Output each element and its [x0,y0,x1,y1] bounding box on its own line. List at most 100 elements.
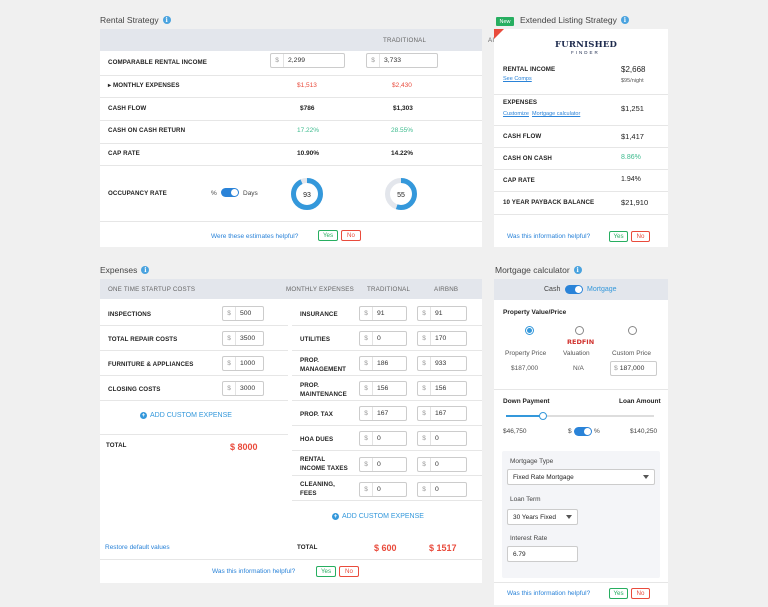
yes-button[interactable]: Yes [318,230,338,241]
table-row[interactable] [100,76,482,98]
airbnb-income-input[interactable]: $ 3,733 [366,53,438,68]
loan-term-select[interactable]: 30 Years Fixed [507,509,578,525]
monthly-expenses-toggle[interactable]: ▸ MONTHLY EXPENSES [108,82,180,89]
dollar-prefix: $ [360,357,373,370]
down-payment-unit-toggle[interactable] [574,427,592,436]
monthly-total-airbnb: $ 1517 [429,543,457,553]
table-header [100,29,482,51]
monthly-label: PROP. TAX [300,411,333,418]
cleaning-traditional-input[interactable]: $0 [359,482,407,497]
closing-costs-input[interactable]: $3000 [222,381,264,396]
table-row [100,98,482,121]
property-value-title: Property Value/Price [503,309,567,316]
input-value: 186 [377,360,389,367]
repair-costs-input[interactable]: $3500 [222,331,264,346]
traditional-income-input[interactable]: $ 2,299 [270,53,345,68]
utilities-traditional-input[interactable]: $0 [359,331,407,346]
custom-price-radio[interactable] [628,326,637,335]
airbnb-income-value: 3,733 [384,57,402,64]
cleaning-airbnb-input[interactable]: $0 [417,482,467,497]
custom-price-label: Custom Price [612,350,652,357]
see-comps-link[interactable]: See Comps [503,76,532,82]
startup-total-label: TOTAL [106,442,127,449]
management-traditional-input[interactable]: $186 [359,356,407,371]
dollar-prefix: $ [223,382,236,395]
mortgage-type-select[interactable]: Fixed Rate Mortgage [507,469,655,485]
info-icon[interactable]: i [573,266,582,274]
down-payment-slider-handle[interactable] [539,412,547,420]
down-payment-slider-fill [506,415,543,417]
input-value: 0 [435,461,439,468]
input-value: 0 [377,461,381,468]
row-label: MONTHLY EXPENSES [113,82,180,89]
yes-button[interactable]: Yes [316,566,336,577]
redfin-radio[interactable] [575,326,584,335]
payback-value: $21,910 [621,198,649,207]
custom-price-input[interactable]: $187,000 [610,361,657,376]
helpful-question: Was this information helpful? [507,590,591,597]
insurance-airbnb-input[interactable]: $91 [417,306,467,321]
table-row [494,148,668,170]
traditional-value: 10.90% [297,150,320,157]
no-button[interactable]: No [339,566,359,577]
col-airbnb: AIRBNB [434,286,459,293]
mortgage-calculator-link[interactable]: Mortgage calculator [532,111,581,117]
maintenance-traditional-input[interactable]: $156 [359,381,407,396]
income-taxes-traditional-input[interactable]: $0 [359,457,407,472]
yes-button[interactable]: Yes [609,231,628,242]
customize-link[interactable]: Customize [503,111,529,117]
dollar-prefix: $ [360,382,373,395]
input-value: 156 [377,385,389,392]
loan-term-label: Loan Term [510,496,541,503]
prop-tax-traditional-input[interactable]: $167 [359,406,407,421]
rental-strategy-card: TRADITIONAL AIRBNB COMPARABLE RENTAL INC… [100,29,512,247]
input-value: 167 [377,410,389,417]
info-icon[interactable]: i [162,16,171,24]
input-value: 91 [435,310,443,317]
loan-amount-value: $140,250 [630,428,658,435]
info-icon[interactable]: i [141,266,150,274]
dollar-prefix: $ [614,365,618,372]
airbnb-occupancy-gauge: 55 [385,178,417,210]
property-price-radio[interactable] [525,326,534,335]
restore-defaults-link[interactable]: Restore default values [105,544,170,551]
input-value: 1000 [240,360,256,367]
startup-header: ONE TIME STARTUP COSTS [108,286,196,293]
startup-label: CLOSING COSTS [108,386,161,393]
dollar-prefix: $ [418,307,431,320]
dollar-prefix: $ [360,432,373,445]
table-row [494,170,668,192]
monthly-total-traditional: $ 600 [374,543,397,553]
management-airbnb-input[interactable]: $933 [417,356,467,371]
dollar-prefix: $ [360,458,373,471]
row-label: CASH FLOW [503,133,542,140]
traditional-occupancy-gauge: 93 [291,178,323,210]
list-item [292,451,482,476]
divider [494,389,668,390]
add-custom-monthly-button[interactable]: + ADD CUSTOM EXPENSE [332,513,424,520]
interest-rate-input[interactable]: 6.79 [507,546,578,562]
percent-label: % [211,190,217,197]
utilities-airbnb-input[interactable]: $170 [417,331,467,346]
cash-mortgage-toggle[interactable] [565,285,583,294]
list-item [292,401,482,426]
col-traditional: TRADITIONAL [383,37,427,44]
insurance-traditional-input[interactable]: $91 [359,306,407,321]
no-button[interactable]: No [631,231,650,242]
prop-tax-airbnb-input[interactable]: $167 [417,406,467,421]
yes-button[interactable]: Yes [609,588,628,599]
hoa-airbnb-input[interactable]: $0 [417,431,467,446]
no-button[interactable]: No [631,588,650,599]
hoa-traditional-input[interactable]: $0 [359,431,407,446]
occupancy-unit-toggle[interactable] [221,188,239,197]
inspections-input[interactable]: $500 [222,306,264,321]
expenses-value: $1,251 [621,104,644,113]
add-custom-startup-button[interactable]: + ADD CUSTOM EXPENSE [140,412,232,419]
no-button[interactable]: No [341,230,361,241]
maintenance-airbnb-input[interactable]: $156 [417,381,467,396]
income-taxes-airbnb-input[interactable]: $0 [417,457,467,472]
info-icon[interactable]: i [620,16,629,24]
dollar-prefix: $ [223,357,236,370]
dollar-prefix: $ [271,54,284,67]
furniture-input[interactable]: $1000 [222,356,264,371]
